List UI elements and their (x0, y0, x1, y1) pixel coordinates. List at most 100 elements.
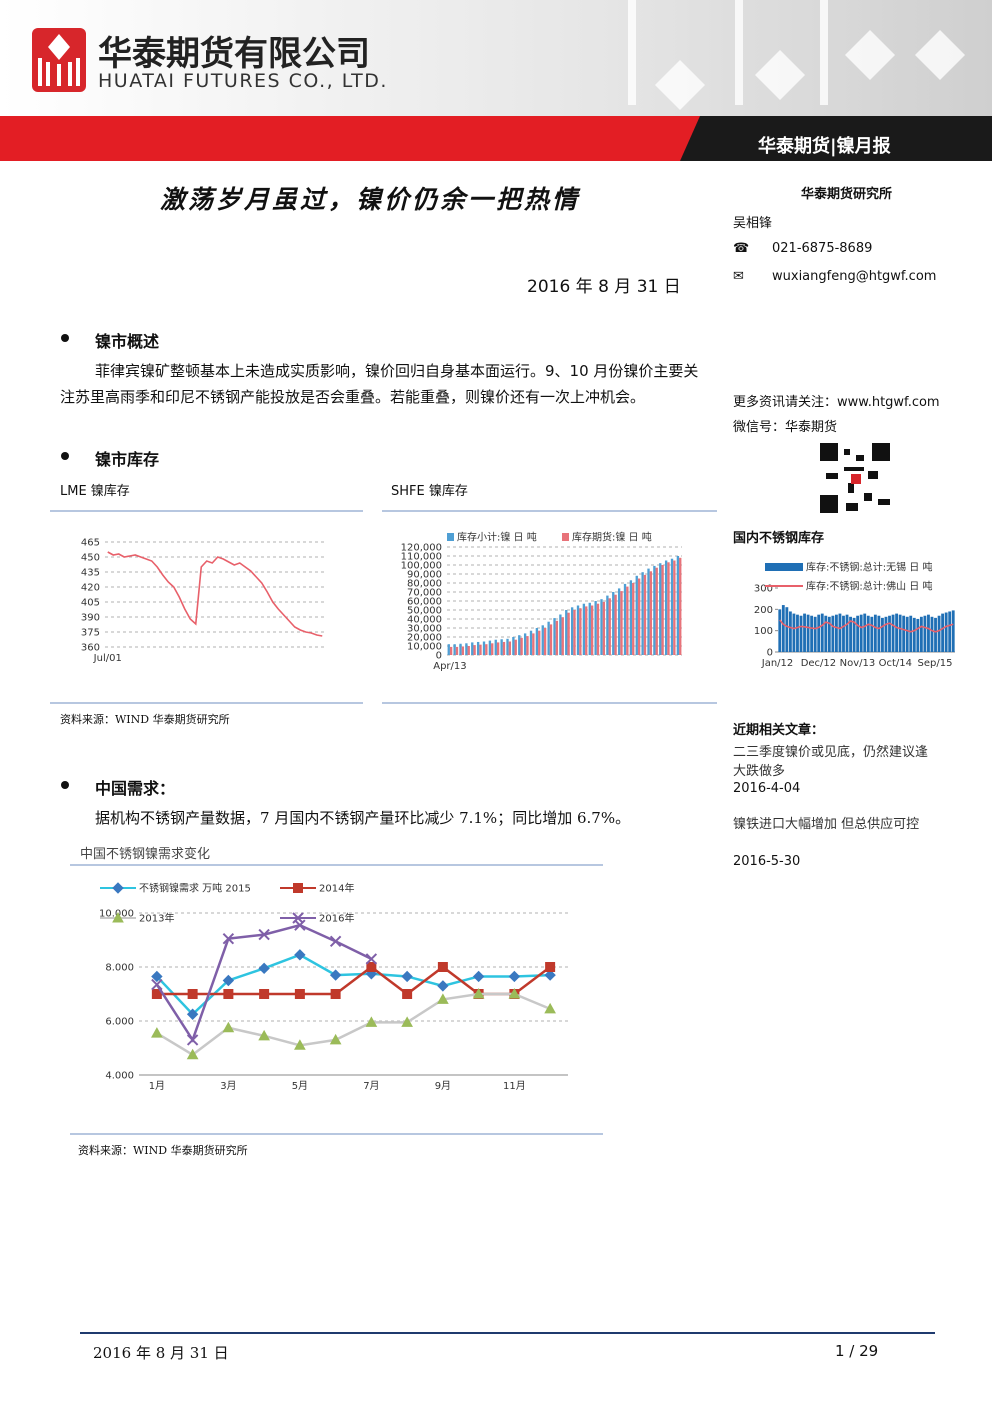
bar (641, 572, 644, 655)
chart-title: LME 镍库存 (60, 484, 130, 499)
marker (365, 953, 378, 965)
y-tick-label: 8.000 (105, 963, 134, 974)
email[interactable]: wuxiangfeng@htgwf.com (772, 269, 937, 284)
rule (50, 702, 363, 704)
bar (600, 599, 603, 655)
marker (437, 980, 449, 992)
bar (502, 641, 506, 655)
bar (543, 628, 547, 655)
bar (526, 636, 529, 655)
marker (330, 989, 341, 999)
y-tick-label: 40,000 (407, 615, 442, 626)
institute: 华泰期货研究所 (801, 187, 893, 202)
legend-swatch (765, 563, 803, 571)
y-tick-label: 10.000 (99, 909, 134, 920)
bar (459, 643, 462, 655)
y-tick-label: 6.000 (105, 1017, 134, 1028)
bar (806, 614, 810, 652)
marker (544, 969, 556, 981)
y-tick-label: 10,000 (407, 642, 442, 653)
line (779, 619, 954, 633)
bar (570, 607, 574, 655)
bar (635, 575, 638, 655)
bar (482, 641, 486, 655)
bar (661, 565, 664, 655)
legend-swatch (447, 533, 454, 541)
y-tick-label: 90,000 (407, 570, 442, 581)
bar (873, 614, 877, 652)
article-title[interactable]: 二三季度镍价或见底，仍然建议逢大跌做多 (733, 745, 929, 779)
bar (649, 571, 653, 655)
bar (778, 609, 782, 652)
marker (151, 1027, 163, 1038)
bar (455, 646, 459, 655)
x-tick-label: Nov/13 (840, 658, 876, 669)
bar (532, 633, 535, 655)
y-tick-label: 100 (754, 626, 773, 637)
bar (834, 614, 838, 652)
bar (588, 602, 591, 655)
legend-label: 库存:不锈钢:总计:无锡 日 吨 (806, 561, 932, 574)
chart: 010,00020,00030,00040,00050,00060,00070,… (401, 531, 682, 672)
bar (923, 615, 927, 652)
bar (553, 618, 556, 655)
chart: 0 100 200 300 Jan/12 Dec/12 Nov/13 Oct/14 Sep/15… (754, 561, 955, 669)
x-tick-label: 9月 (435, 1080, 451, 1092)
y-tick-label: 20,000 (407, 633, 442, 644)
bar (449, 646, 453, 655)
bar (461, 646, 465, 655)
marker (545, 962, 556, 972)
bar (576, 605, 580, 655)
bar (520, 637, 523, 655)
marker (508, 987, 521, 999)
marker (329, 935, 342, 948)
article-title[interactable]: 镍铁进口大幅增加 但总供应可控 (733, 817, 920, 832)
section-text: 据机构不锈钢产量数据，7 月国内不锈钢产量环比减少 7.1%；同比增加 6.7%… (95, 809, 631, 827)
bar (500, 639, 503, 655)
bar (476, 641, 480, 655)
bar (582, 603, 586, 655)
marker (258, 962, 270, 975)
bar (664, 560, 668, 655)
page-number: 1 / 29 (835, 1342, 879, 1360)
legend-label: 2013年 (139, 912, 174, 925)
report-date: 2016 年 8 月 31 日 (527, 277, 681, 297)
bar (937, 615, 941, 652)
marker (294, 949, 306, 961)
rule (70, 864, 603, 866)
y-tick-label: 100,000 (401, 561, 442, 572)
bar (895, 613, 899, 652)
marker (151, 978, 163, 991)
bar (541, 625, 544, 655)
line (156, 992, 551, 1057)
legend-label: 2014年 (319, 882, 354, 895)
bar (842, 615, 845, 652)
phone: 021-6875-8689 (772, 241, 873, 256)
marker (401, 970, 413, 983)
bar (863, 613, 867, 652)
bar (881, 617, 884, 652)
bar (934, 617, 937, 652)
bar (538, 630, 541, 655)
bar (479, 644, 482, 655)
bar (473, 645, 476, 655)
bar (512, 637, 515, 655)
bar (859, 614, 863, 652)
bar (629, 580, 633, 655)
bar (852, 617, 856, 652)
y-tick-label: 50,000 (407, 606, 442, 617)
bar (796, 614, 799, 652)
bar (620, 591, 623, 655)
marker (222, 1021, 235, 1033)
bar (488, 640, 492, 655)
legend-label: 库存期货:镍 日 吨 (572, 531, 652, 544)
rule (382, 702, 717, 704)
legend-label: 库存:不锈钢:总计:佛山 日 吨 (806, 580, 932, 593)
bar (785, 607, 789, 652)
y-tick-label: 4.000 (105, 1071, 134, 1082)
phone-icon: ☎ (733, 241, 750, 256)
bar (941, 613, 945, 652)
x-tick-label: Dec/12 (801, 658, 836, 669)
email-icon: ✉ (733, 269, 744, 284)
